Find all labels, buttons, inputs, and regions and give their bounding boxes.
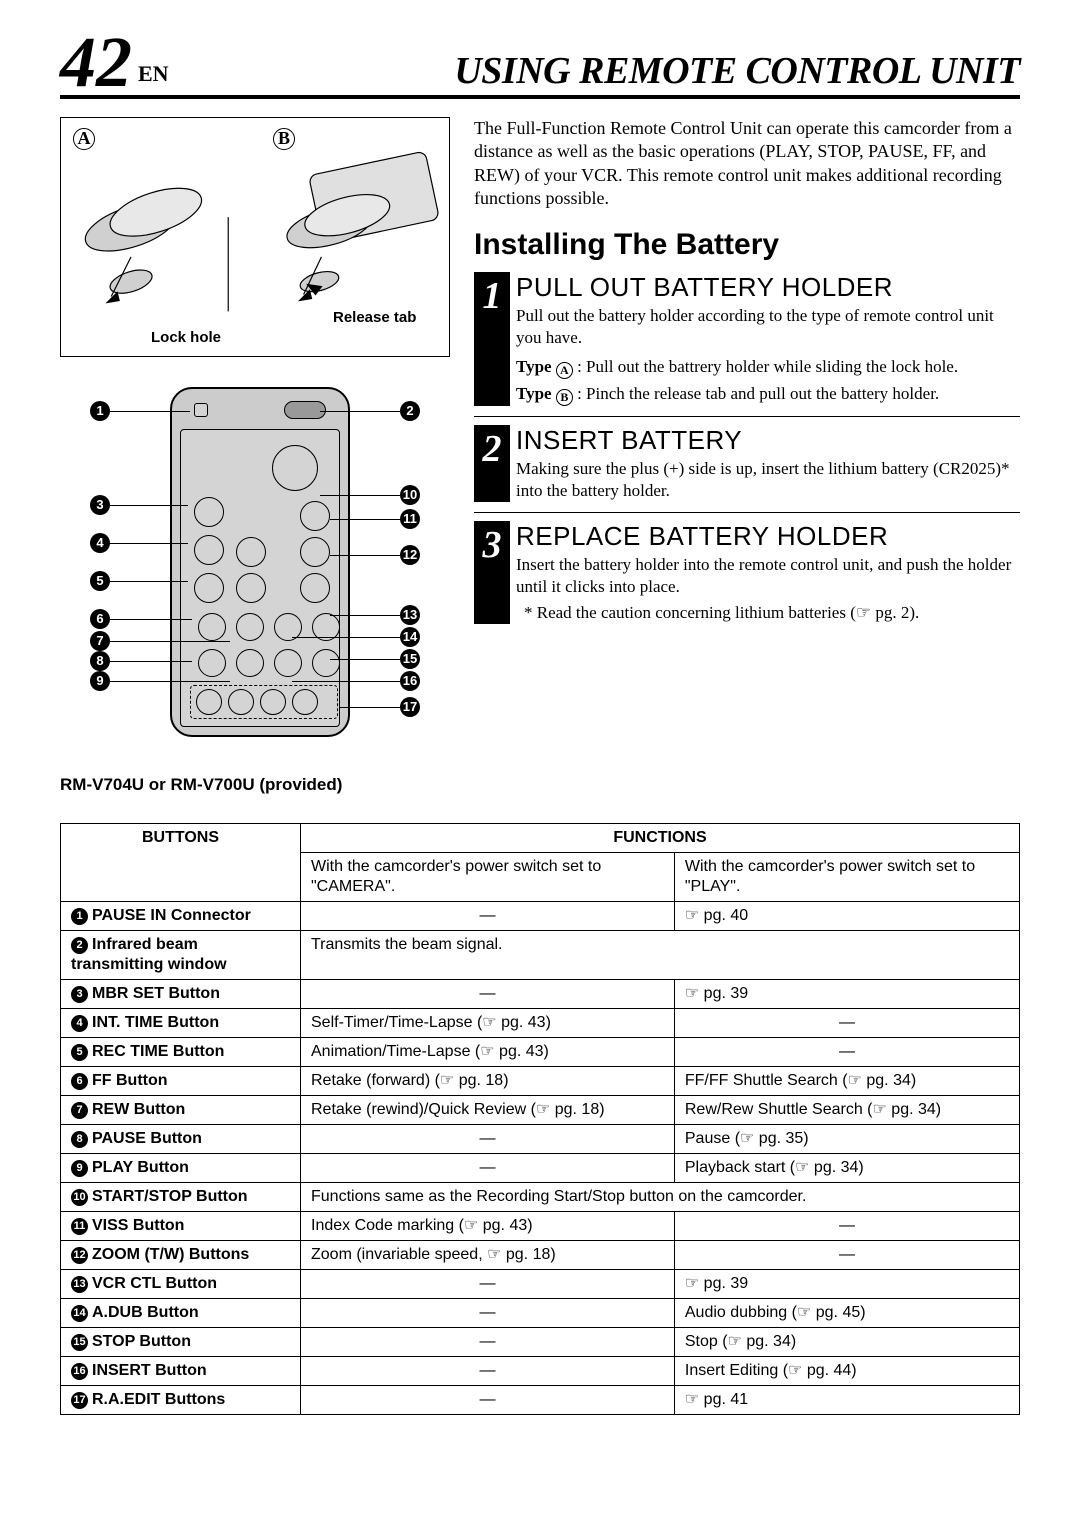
callout-17: 17 (400, 697, 420, 717)
table-row: 10START/STOP ButtonFunctions same as the… (61, 1182, 1020, 1211)
step-2: 2 INSERT BATTERY Making sure the plus (+… (474, 425, 1020, 502)
table-row: 6FF ButtonRetake (forward) (☞ pg. 18)FF/… (61, 1066, 1020, 1095)
callout-12: 12 (400, 545, 420, 565)
step-1-title: PULL OUT BATTERY HOLDER (516, 272, 1020, 303)
table-row: 9PLAY Button—Playback start (☞ pg. 34) (61, 1153, 1020, 1182)
step-1: 1 PULL OUT BATTERY HOLDER Pull out the b… (474, 272, 1020, 405)
left-column: A B (60, 117, 450, 795)
callout-1: 1 (90, 401, 110, 421)
functions-table: BUTTONS FUNCTIONS With the camcorder's p… (60, 823, 1020, 1415)
remote-caption: RM-V704U or RM-V700U (provided) (60, 775, 450, 795)
table-row: 11VISS ButtonIndex Code marking (☞ pg. 4… (61, 1211, 1020, 1240)
table-row: 8PAUSE Button—Pause (☞ pg. 35) (61, 1124, 1020, 1153)
table-row: 4INT. TIME ButtonSelf-Timer/Time-Lapse (… (61, 1008, 1020, 1037)
callout-15: 15 (400, 649, 420, 669)
callout-6: 6 (90, 609, 110, 629)
step-3-note: * Read the caution concerning lithium ba… (516, 602, 1020, 624)
page-header: 42 EN USING REMOTE CONTROL UNIT (60, 30, 1020, 99)
table-row: 15STOP Button—Stop (☞ pg. 34) (61, 1327, 1020, 1356)
callout-14: 14 (400, 627, 420, 647)
table-row: 12ZOOM (T/W) ButtonsZoom (invariable spe… (61, 1240, 1020, 1269)
callout-7: 7 (90, 631, 110, 651)
section-title: Installing The Battery (474, 228, 1020, 262)
callout-5: 5 (90, 571, 110, 591)
th-buttons: BUTTONS (61, 823, 301, 901)
step-3-title: REPLACE BATTERY HOLDER (516, 521, 1020, 552)
page-title: USING REMOTE CONTROL UNIT (169, 49, 1020, 93)
callout-3: 3 (90, 495, 110, 515)
step-3-num: 3 (474, 521, 510, 624)
page-number: 42 (60, 30, 132, 95)
th-functions: FUNCTIONS (301, 823, 1020, 852)
right-column: The Full-Function Remote Control Unit ca… (474, 117, 1020, 795)
callout-13: 13 (400, 605, 420, 625)
table-row: 14A.DUB Button—Audio dubbing (☞ pg. 45) (61, 1298, 1020, 1327)
table-row: 7REW ButtonRetake (rewind)/Quick Review … (61, 1095, 1020, 1124)
th-camera: With the camcorder's power switch set to… (301, 852, 675, 901)
battery-diagram: A B (60, 117, 450, 357)
step-1-num: 1 (474, 272, 510, 405)
step-3: 3 REPLACE BATTERY HOLDER Insert the batt… (474, 521, 1020, 624)
table-row: 17R.A.EDIT Buttons—☞ pg. 41 (61, 1385, 1020, 1414)
intro-text: The Full-Function Remote Control Unit ca… (474, 117, 1020, 211)
step-1-text: Pull out the battery holder according to… (516, 305, 1020, 349)
table-row: 2Infrared beam transmitting windowTransm… (61, 930, 1020, 979)
callout-9: 9 (90, 671, 110, 691)
callout-2: 2 (400, 401, 420, 421)
table-row: 16INSERT Button—Insert Editing (☞ pg. 44… (61, 1356, 1020, 1385)
step-2-num: 2 (474, 425, 510, 502)
callout-4: 4 (90, 533, 110, 553)
lock-hole-label: Lock hole (151, 329, 221, 346)
callout-10: 10 (400, 485, 420, 505)
step-3-text: Insert the battery holder into the remot… (516, 554, 1020, 598)
step-2-text: Making sure the plus (+) side is up, ins… (516, 458, 1020, 502)
step-2-title: INSERT BATTERY (516, 425, 1020, 456)
remote-diagram: 1 3 4 5 6 7 8 9 2 10 11 12 13 (60, 387, 450, 767)
table-row: 5REC TIME ButtonAnimation/Time-Lapse (☞ … (61, 1037, 1020, 1066)
callout-11: 11 (400, 509, 420, 529)
th-play: With the camcorder's power switch set to… (674, 852, 1019, 901)
release-tab-label: Release tab (333, 309, 416, 326)
lang-code: EN (138, 61, 169, 87)
table-row: 1PAUSE IN Connector—☞ pg. 40 (61, 901, 1020, 930)
callout-16: 16 (400, 671, 420, 691)
table-row: 13VCR CTL Button—☞ pg. 39 (61, 1269, 1020, 1298)
table-row: 3MBR SET Button—☞ pg. 39 (61, 979, 1020, 1008)
callout-8: 8 (90, 651, 110, 671)
